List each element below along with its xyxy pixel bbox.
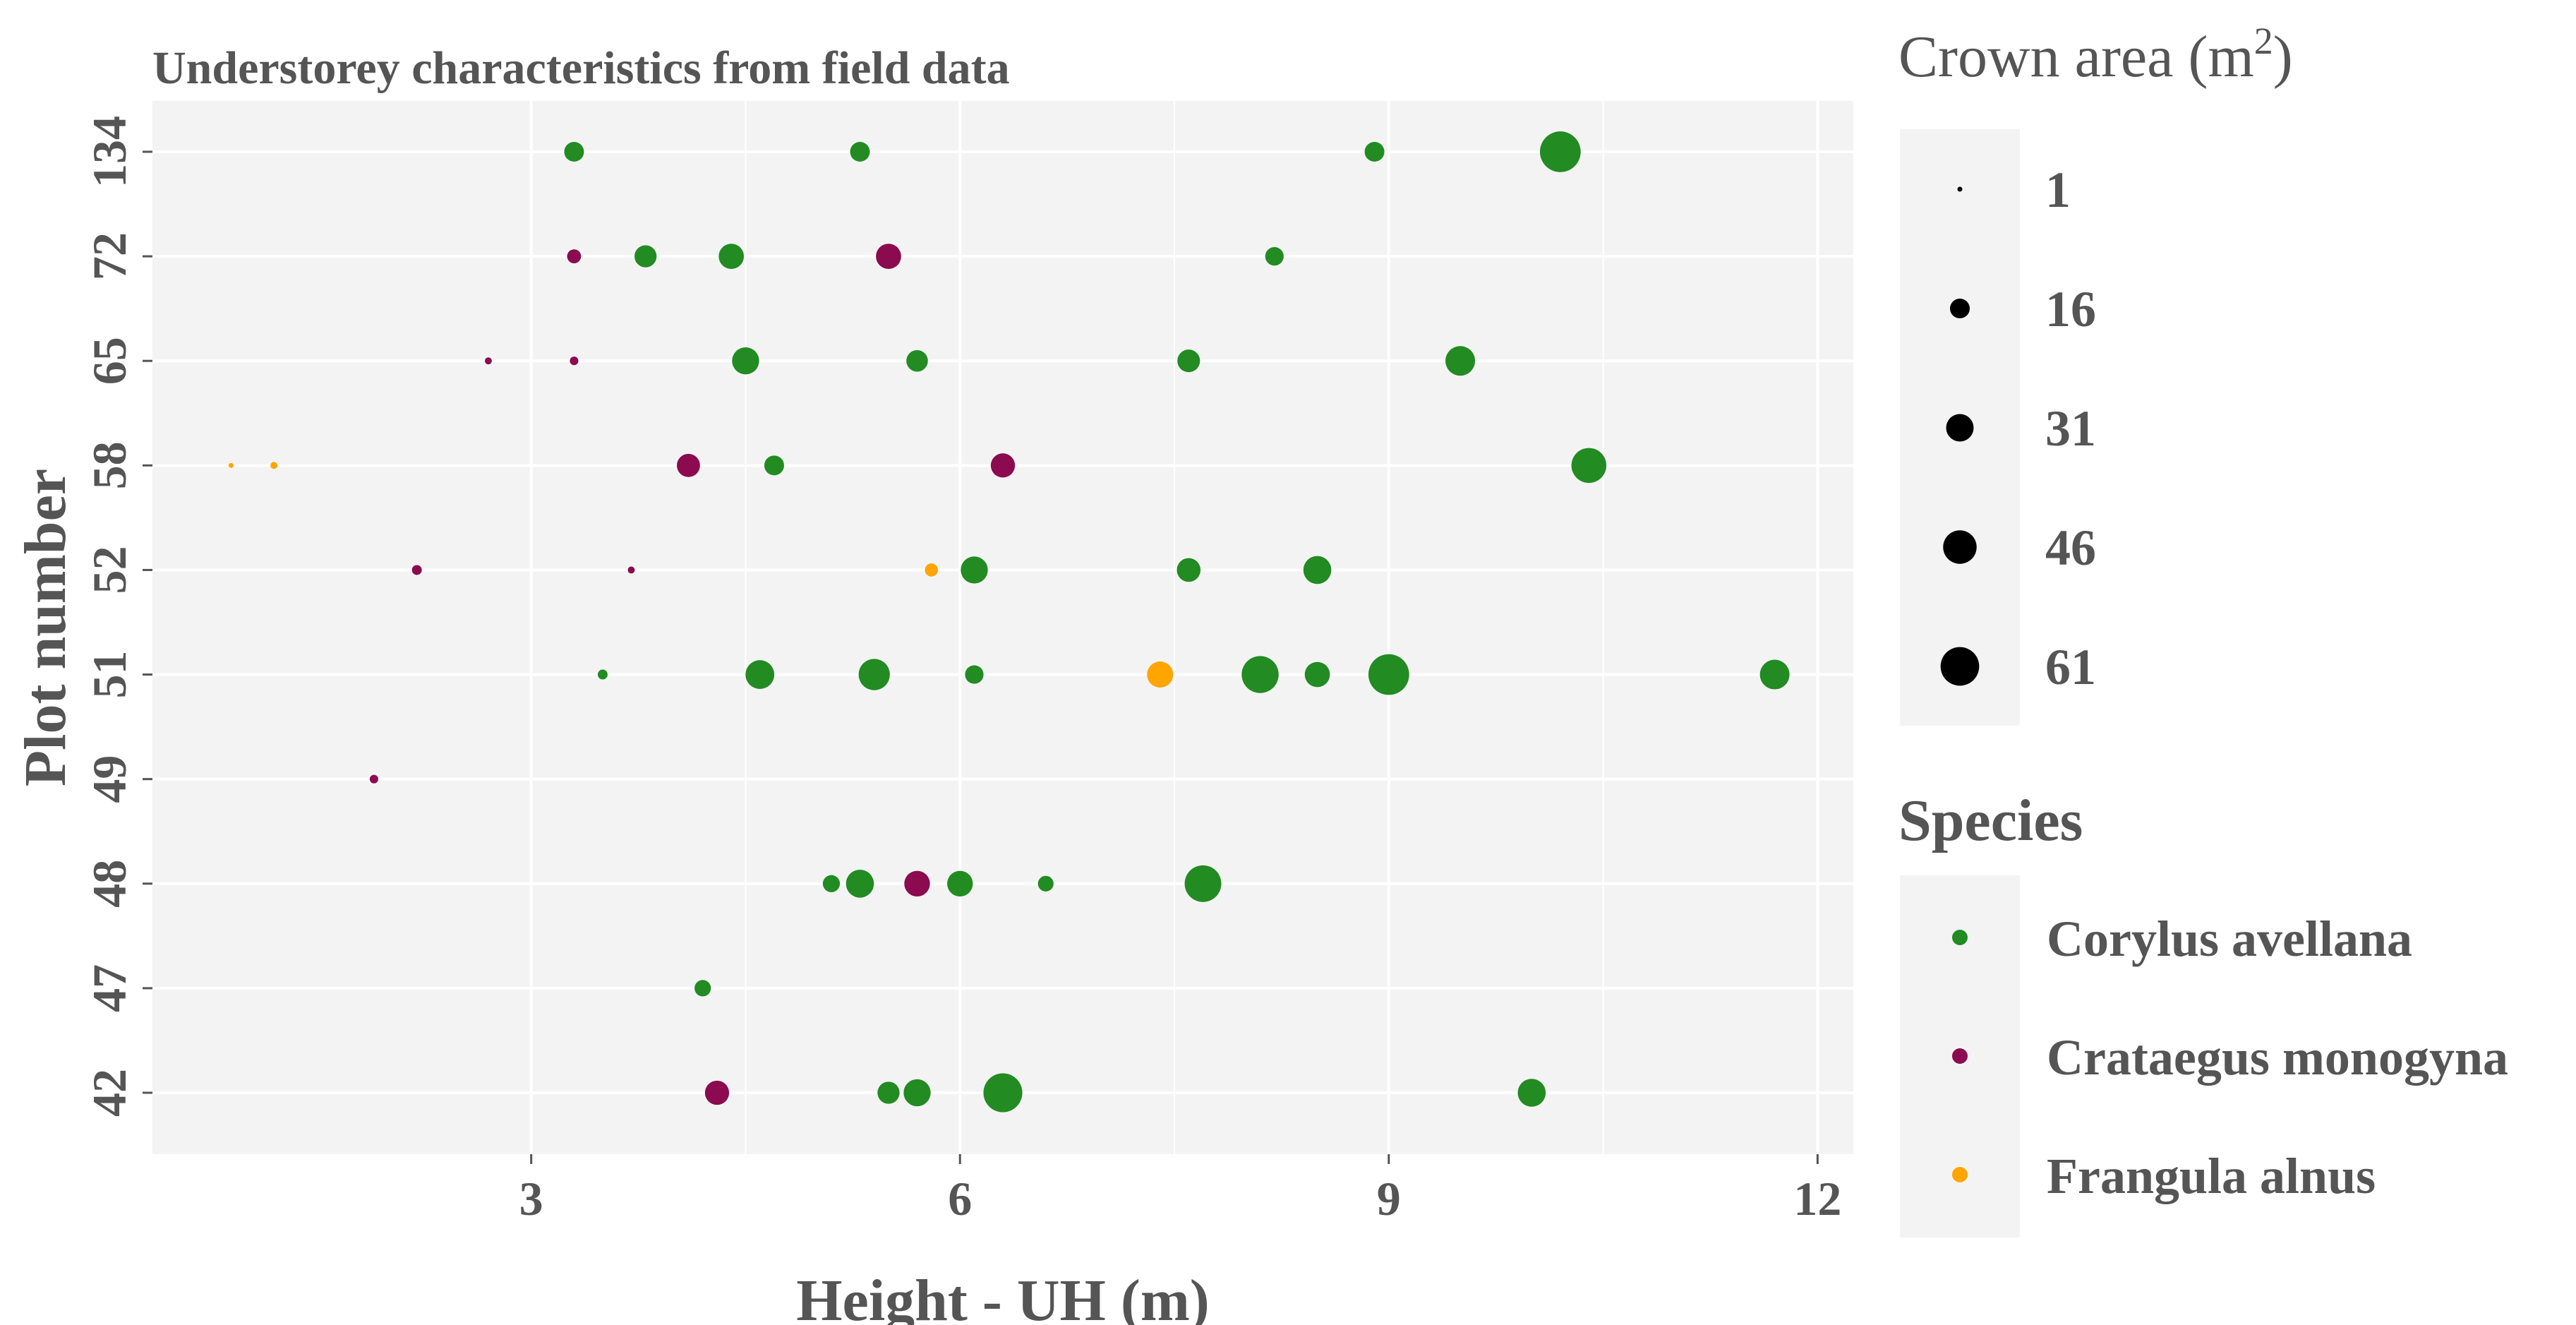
size-legend-key: [1946, 414, 1974, 442]
y-tick-label: 42: [83, 1069, 136, 1117]
point: [904, 870, 930, 897]
point: [903, 1079, 931, 1107]
points-layer: [228, 131, 1790, 1113]
point: [947, 870, 973, 897]
y-tick-label: 58: [83, 441, 136, 489]
species-legend: Corylus avellana Crataegus monogyna Frangu…: [1952, 911, 2508, 1204]
point: [369, 774, 378, 784]
point: [564, 142, 584, 162]
y-tick-label: 51: [83, 651, 136, 699]
point: [228, 462, 234, 468]
point: [270, 462, 278, 469]
point: [411, 565, 422, 575]
x-tick-label: 6: [948, 1172, 972, 1225]
point: [1184, 865, 1222, 902]
point: [877, 1081, 900, 1104]
point: [570, 356, 579, 366]
point: [983, 1073, 1023, 1113]
point: [925, 563, 938, 577]
plot-panel: [152, 101, 1853, 1154]
x-tick-label: 3: [519, 1172, 543, 1225]
point: [634, 245, 657, 268]
species-legend-label: Corylus avellana: [2047, 911, 2412, 967]
point: [484, 357, 492, 365]
point: [1304, 661, 1330, 688]
species-legend-title: Species: [1898, 788, 2083, 853]
point: [677, 453, 700, 477]
point: [1147, 661, 1174, 688]
point: [1176, 558, 1201, 582]
point: [876, 244, 901, 269]
y-axis-title: Plot number: [13, 469, 78, 786]
point: [732, 347, 759, 375]
species-legend-label: Crataegus monogyna: [2047, 1029, 2508, 1086]
y-tick-label: 49: [83, 755, 136, 803]
y-tick-label: 52: [83, 546, 136, 594]
size-legend-title-sup: 2: [2254, 20, 2273, 62]
chart-title: Understorey characteristics from field d…: [152, 42, 1010, 94]
species-legend-key: [1952, 930, 1968, 945]
point: [694, 980, 711, 997]
y-tick-label: 47: [83, 964, 136, 1012]
point: [845, 869, 874, 898]
point: [1539, 131, 1581, 172]
size-legend-label: 1: [2045, 162, 2071, 218]
size-legend-label: 46: [2045, 520, 2096, 576]
y-tick-label: 134: [83, 116, 136, 188]
point: [1571, 448, 1607, 484]
size-legend-label: 31: [2045, 400, 2096, 457]
size-legend-title: Crown area (m2): [1898, 20, 2293, 90]
x-tick-label: 12: [1793, 1172, 1841, 1225]
point: [965, 665, 984, 684]
size-legend-label: 61: [2045, 639, 2096, 695]
x-axis-title: Height - UH (m): [796, 1268, 1210, 1325]
x-axis-ticks: 3 6 9 12: [519, 1154, 1841, 1225]
size-legend-key: [1940, 647, 1980, 686]
point: [822, 875, 841, 892]
point: [961, 556, 988, 584]
point: [1364, 142, 1385, 162]
point: [627, 566, 635, 574]
point: [764, 455, 784, 476]
size-legend: 1 16 31 46 61: [1940, 162, 2096, 695]
size-legend-key: [1957, 186, 1963, 192]
point: [1177, 349, 1200, 373]
point: [1265, 247, 1284, 266]
size-legend-key: [1943, 530, 1977, 564]
point: [1517, 1079, 1546, 1107]
y-tick-label: 72: [83, 232, 136, 280]
point: [1037, 875, 1054, 892]
point: [1368, 654, 1409, 695]
size-legend-key: [1950, 299, 1970, 318]
point: [718, 244, 745, 269]
point: [1759, 659, 1790, 690]
point: [858, 659, 890, 690]
point: [850, 142, 870, 162]
y-axis-ticks: 42 47 48 49 51 52 58 65 72 134: [83, 116, 152, 1117]
point: [704, 1080, 730, 1105]
size-legend-label: 16: [2045, 281, 2096, 337]
point: [906, 349, 928, 372]
size-legend-title-end: ): [2273, 24, 2293, 90]
x-tick-label: 9: [1377, 1172, 1401, 1225]
point: [1445, 346, 1476, 376]
species-legend-key: [1952, 1048, 1968, 1064]
size-legend-title-main: Crown area (m: [1898, 24, 2254, 90]
species-legend-label: Frangula alnus: [2047, 1148, 2376, 1204]
point: [1303, 556, 1332, 584]
y-tick-label: 65: [83, 337, 136, 385]
point: [990, 453, 1016, 478]
species-legend-key: [1952, 1167, 1968, 1182]
point: [567, 249, 582, 264]
y-tick-label: 48: [83, 860, 136, 908]
point: [1241, 656, 1279, 693]
point: [597, 669, 608, 680]
point: [745, 660, 775, 689]
